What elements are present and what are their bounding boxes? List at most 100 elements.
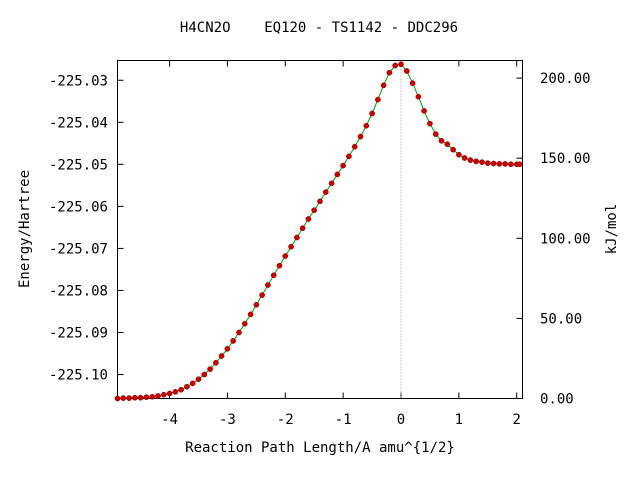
data-point: [415, 93, 422, 100]
y2-tick-label: 50.00: [540, 311, 582, 327]
data-point: [363, 122, 370, 129]
y-tick-label: -225.07: [49, 241, 108, 257]
y2-tick-label: 200.00: [540, 71, 591, 87]
data-point: [132, 394, 138, 401]
y-axis-label: Energy/Hartree: [17, 170, 33, 288]
data-point: [213, 359, 219, 366]
data-point: [386, 69, 393, 76]
plot-frame: [117, 60, 523, 399]
y-tick-label: -225.06: [49, 199, 108, 215]
data-point: [508, 161, 514, 168]
data-point: [398, 61, 404, 68]
data-point: [461, 155, 468, 161]
data-point: [403, 68, 410, 74]
data-point: [516, 161, 523, 168]
energy-curve: [117, 63, 520, 399]
x-axis-label: Reaction Path Length/A amu^{1/2}: [185, 440, 455, 456]
data-point: [143, 394, 150, 401]
x-tick-label: -4: [161, 412, 178, 428]
data-point: [230, 338, 237, 344]
data-point: [502, 161, 508, 167]
data-point: [184, 383, 190, 390]
y2-tick-label: 150.00: [540, 151, 591, 167]
data-point: [172, 388, 179, 395]
data-point: [155, 393, 161, 399]
data-point: [328, 180, 335, 187]
y-axis-left: -225.03 -225.04 -225.05 -225.06 -225.07 -225.…: [49, 73, 124, 384]
data-point: [149, 393, 156, 400]
data-point: [247, 311, 254, 318]
y-tick-label: -225.09: [49, 325, 108, 341]
data-point: [334, 171, 341, 178]
chart-title: H4CN2O EQ120 - TS1142 - DDC296: [180, 20, 458, 36]
y2-tick-label: 0.00: [540, 392, 574, 408]
y2-tick-label: 100.00: [540, 231, 591, 247]
x-axis: -4 -3 -2 -1 0 1 2: [161, 60, 521, 428]
data-point: [467, 157, 474, 163]
data-point: [444, 141, 451, 148]
data-point: [450, 146, 456, 153]
data-point: [409, 80, 416, 87]
data-point: [294, 234, 300, 241]
plot-area: [114, 61, 523, 402]
data-point: [218, 353, 225, 359]
x-tick-label: 2: [512, 412, 520, 428]
data-point: [236, 329, 242, 336]
y-tick-label: -225.10: [49, 368, 108, 384]
data-point: [241, 320, 248, 327]
data-point: [456, 151, 462, 158]
data-point: [357, 133, 364, 140]
data-point: [137, 394, 144, 401]
data-point: [253, 301, 260, 308]
data-point: [317, 198, 323, 205]
data-point: [369, 110, 375, 117]
y-tick-label: -225.05: [49, 157, 108, 173]
y-tick-label: -225.03: [49, 73, 108, 89]
data-point: [380, 82, 387, 89]
y2-axis-label: kJ/mol: [604, 204, 620, 255]
data-point: [160, 391, 167, 398]
data-point: [351, 143, 358, 150]
data-point: [166, 390, 173, 397]
data-point: [305, 216, 312, 222]
data-point: [375, 96, 381, 103]
data-point: [421, 108, 427, 114]
data-point: [207, 366, 213, 372]
y-axis-right: 0.00 50.00 100.00 150.00 200.00: [516, 71, 591, 408]
data-point: [496, 161, 503, 167]
x-tick-label: -1: [335, 412, 352, 428]
data-point: [299, 225, 306, 232]
data-point: [392, 62, 399, 69]
data-point: [120, 395, 127, 401]
data-point: [282, 253, 289, 259]
data-point: [288, 243, 294, 250]
data-point: [438, 137, 445, 144]
data-point: [473, 158, 480, 165]
data-point: [224, 346, 231, 352]
data-point: [114, 395, 121, 402]
data-point: [270, 272, 277, 279]
data-point: [189, 380, 196, 387]
data-point: [276, 262, 283, 269]
data-point: [346, 153, 352, 160]
data-point: [432, 131, 439, 137]
x-tick-label: -3: [219, 412, 236, 428]
data-point: [490, 160, 497, 167]
data-point: [322, 189, 329, 195]
y-tick-label: -225.08: [49, 283, 108, 299]
x-tick-label: 1: [455, 412, 463, 428]
data-point: [201, 371, 208, 378]
data-point: [311, 207, 318, 214]
data-point: [265, 282, 271, 288]
data-point: [195, 376, 202, 383]
data-point: [484, 160, 491, 166]
y-tick-label: -225.04: [49, 115, 108, 131]
data-point: [479, 159, 485, 166]
data-point: [259, 292, 265, 298]
data-point: [126, 395, 132, 401]
x-tick-label: -2: [277, 412, 294, 428]
x-tick-label: 0: [397, 412, 405, 428]
data-point: [340, 162, 346, 169]
data-point: [178, 386, 184, 393]
